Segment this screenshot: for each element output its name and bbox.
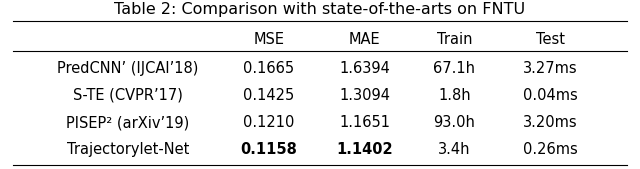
Text: PISEP² (arXiv’19): PISEP² (arXiv’19) bbox=[67, 115, 189, 130]
Text: 3.20ms: 3.20ms bbox=[523, 115, 578, 130]
Text: 0.1425: 0.1425 bbox=[243, 88, 294, 103]
Text: 0.1158: 0.1158 bbox=[241, 142, 297, 157]
Text: 67.1h: 67.1h bbox=[433, 61, 476, 76]
Text: S-TE (CVPR’17): S-TE (CVPR’17) bbox=[73, 88, 183, 103]
Text: PredCNN’ (IJCAI’18): PredCNN’ (IJCAI’18) bbox=[58, 61, 198, 76]
Text: 1.1402: 1.1402 bbox=[337, 142, 393, 157]
Text: 3.27ms: 3.27ms bbox=[523, 61, 578, 76]
Text: 1.6394: 1.6394 bbox=[339, 61, 390, 76]
Text: MAE: MAE bbox=[349, 32, 381, 47]
Text: 0.1665: 0.1665 bbox=[243, 61, 294, 76]
Text: 0.1210: 0.1210 bbox=[243, 115, 294, 130]
Text: MSE: MSE bbox=[253, 32, 284, 47]
Text: 0.04ms: 0.04ms bbox=[523, 88, 578, 103]
Text: Table 2: Comparison with state-of-the-arts on FNTU: Table 2: Comparison with state-of-the-ar… bbox=[115, 2, 525, 17]
Text: 1.8h: 1.8h bbox=[438, 88, 470, 103]
Text: 3.4h: 3.4h bbox=[438, 142, 470, 157]
Text: Test: Test bbox=[536, 32, 565, 47]
Text: Trajectorylet-Net: Trajectorylet-Net bbox=[67, 142, 189, 157]
Text: 1.3094: 1.3094 bbox=[339, 88, 390, 103]
Text: Train: Train bbox=[436, 32, 472, 47]
Text: 0.26ms: 0.26ms bbox=[523, 142, 578, 157]
Text: 93.0h: 93.0h bbox=[433, 115, 476, 130]
Text: 1.1651: 1.1651 bbox=[339, 115, 390, 130]
